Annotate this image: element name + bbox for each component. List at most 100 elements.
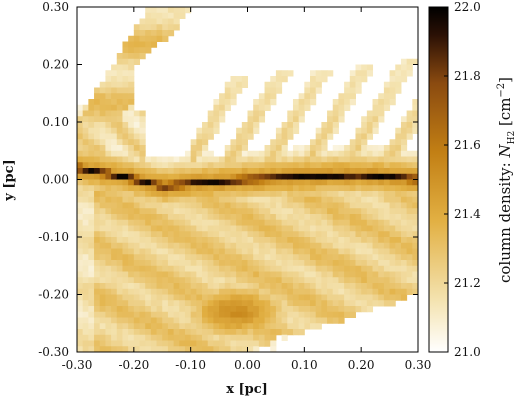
- heatmap-cell: [116, 185, 123, 192]
- heatmap-cell: [196, 248, 203, 255]
- heatmap-cell: [361, 254, 368, 261]
- heatmap-cell: [133, 47, 141, 54]
- heatmap-cell: [128, 306, 135, 313]
- heatmap-cell: [94, 145, 101, 152]
- heatmap-cell: [355, 64, 362, 71]
- heatmap-cell: [122, 323, 129, 330]
- heatmap-cell: [128, 260, 135, 267]
- heatmap-cell: [99, 93, 106, 100]
- heatmap-cell: [310, 294, 317, 301]
- heatmap-cell: [77, 110, 84, 117]
- heatmap-cell: [230, 139, 237, 146]
- heatmap-cell: [230, 202, 237, 209]
- heatmap-cell: [236, 225, 243, 232]
- heatmap-cell: [202, 334, 209, 341]
- heatmap-cell: [196, 168, 203, 175]
- heatmap-cell: [366, 300, 374, 307]
- heatmap-cell: [247, 294, 254, 301]
- heatmap-cell: [270, 300, 277, 307]
- heatmap-cell: [395, 81, 402, 88]
- heatmap-cell: [179, 191, 186, 198]
- heatmap-cell: [344, 162, 351, 169]
- heatmap-cell: [412, 196, 418, 203]
- heatmap-cell: [321, 214, 328, 221]
- heatmap-cell: [292, 300, 300, 307]
- heatmap-cell: [190, 202, 197, 209]
- heatmap-cell: [321, 139, 328, 146]
- heatmap-cell: [378, 99, 385, 106]
- heatmap-cell: [406, 271, 413, 278]
- heatmap-cell: [332, 242, 339, 249]
- heatmap-cell: [304, 81, 311, 88]
- heatmap-cell: [287, 196, 294, 203]
- heatmap-cell: [139, 185, 146, 192]
- heatmap-cell: [247, 323, 254, 330]
- heatmap-cell: [236, 81, 243, 88]
- heatmap-cell: [327, 179, 334, 186]
- heatmap-cell: [224, 156, 231, 163]
- heatmap-cell: [366, 196, 374, 203]
- heatmap-cell: [406, 70, 413, 77]
- heatmap-cell: [77, 346, 84, 352]
- heatmap-cell: [179, 306, 186, 313]
- heatmap-cell: [207, 248, 214, 255]
- heatmap-cell: [258, 208, 266, 215]
- heatmap-cell: [332, 110, 339, 117]
- heatmap-cell: [156, 156, 163, 163]
- heatmap-cell: [332, 150, 339, 157]
- heatmap-cell: [184, 265, 192, 272]
- heatmap-cell: [236, 283, 243, 290]
- heatmap-cell: [116, 260, 123, 267]
- heatmap-cell: [400, 58, 408, 65]
- heatmap-cell: [241, 185, 248, 192]
- heatmap-cell: [344, 294, 351, 301]
- heatmap-cell: [366, 133, 374, 140]
- heatmap-cell: [327, 283, 334, 290]
- heatmap-cell: [145, 346, 152, 352]
- heatmap-cell: [361, 202, 368, 209]
- heatmap-cell: [190, 254, 197, 261]
- heatmap-cell: [304, 104, 311, 111]
- heatmap-cell: [82, 311, 89, 318]
- heatmap-cell: [264, 334, 271, 341]
- heatmap-cell: [258, 242, 266, 249]
- heatmap-cell: [167, 340, 175, 347]
- heatmap-cell: [179, 300, 186, 307]
- heatmap-cell: [173, 260, 180, 267]
- heatmap-cell: [173, 7, 180, 14]
- heatmap-cell: [406, 265, 413, 272]
- heatmap-cell: [179, 7, 186, 14]
- heatmap-cell: [400, 248, 408, 255]
- y-axis-label: y [pc]: [2, 159, 17, 201]
- heatmap-cell: [133, 323, 141, 330]
- heatmap-cell: [133, 346, 141, 352]
- heatmap-cell: [190, 208, 197, 215]
- heatmap-cell: [145, 202, 152, 209]
- heatmap-cell: [344, 208, 351, 215]
- heatmap-cell: [355, 185, 362, 192]
- heatmap-cell: [400, 242, 408, 249]
- heatmap-cell: [179, 231, 186, 238]
- heatmap-cell: [105, 139, 112, 146]
- heatmap-cell: [202, 283, 209, 290]
- heatmap-cell: [230, 317, 237, 324]
- heatmap-cell: [133, 150, 141, 157]
- heatmap-cell: [77, 219, 84, 226]
- heatmap-cell: [150, 271, 158, 278]
- heatmap-cell: [332, 168, 339, 175]
- heatmap-cell: [315, 156, 322, 163]
- heatmap-cell: [275, 254, 283, 261]
- heatmap-cell: [247, 311, 254, 318]
- heatmap-cell: [122, 254, 129, 261]
- heatmap-cell: [236, 191, 243, 198]
- heatmap-cell: [128, 191, 135, 198]
- heatmap-cell: [167, 30, 175, 37]
- heatmap-cell: [270, 145, 277, 152]
- heatmap-cell: [202, 340, 209, 347]
- heatmap-cell: [338, 93, 345, 100]
- heatmap-cell: [82, 334, 89, 341]
- heatmap-cell: [184, 150, 192, 157]
- heatmap-cell: [82, 294, 89, 301]
- heatmap-cell: [179, 334, 186, 341]
- heatmap-cell: [355, 156, 362, 163]
